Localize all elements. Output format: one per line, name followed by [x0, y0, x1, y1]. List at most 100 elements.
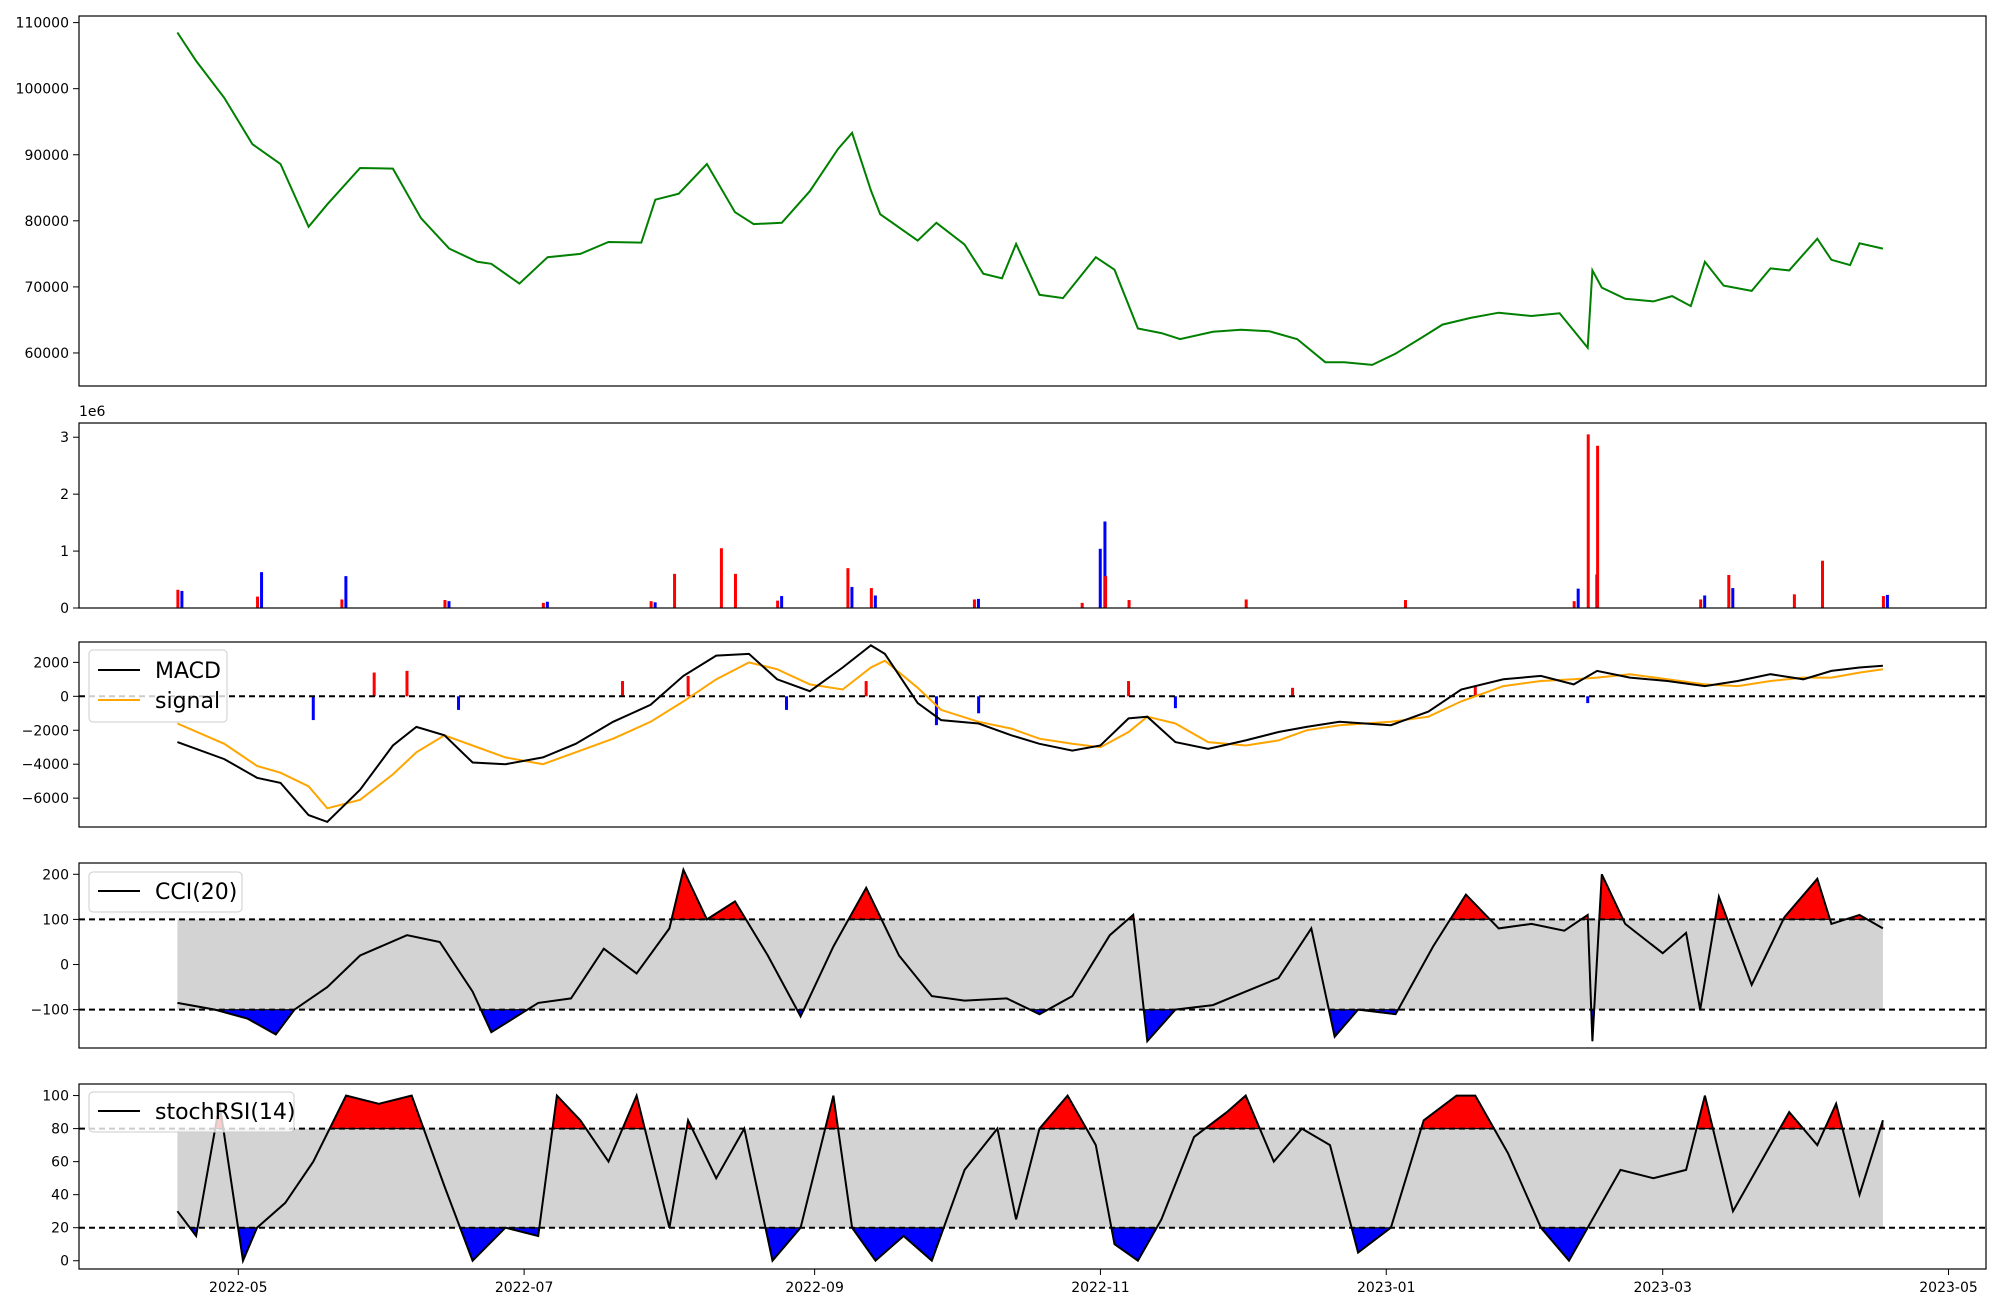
volume-bar-down	[1731, 588, 1735, 608]
macd-histogram-bar	[1173, 696, 1177, 709]
x-tick-label: 2023-01	[1357, 1280, 1416, 1296]
volume-bar-up	[733, 573, 737, 608]
price-y-tick-label: 110000	[16, 16, 69, 32]
stochrsi-y-tick-label: 60	[51, 1155, 69, 1171]
macd-histogram-bar	[1127, 681, 1131, 697]
volume-bar-down	[976, 598, 980, 608]
stochrsi-y-tick-label: 80	[51, 1122, 69, 1138]
macd-panel: −6000 −4000 −2000 0 2000 MACD signal	[22, 641, 1987, 828]
volume-bar-up	[1244, 599, 1248, 608]
volume-y-tick-label: 0	[60, 601, 69, 617]
volume-y-tick-label: 3	[60, 430, 69, 446]
price-line	[176, 31, 1884, 366]
volume-bar-down	[780, 596, 784, 608]
macd-histogram-bar	[311, 696, 315, 721]
stochrsi-panel: 0 20 40 60 80 100 2022-05 2022-07 2022-09 2022-1…	[42, 1083, 1987, 1296]
x-tick-label: 2022-09	[785, 1280, 844, 1296]
cci-legend-label: CCI(20)	[155, 880, 237, 905]
price-y-tick-label: 100000	[16, 82, 69, 98]
volume-offset-text: 1e6	[79, 404, 106, 420]
volume-axes-frame	[78, 422, 1987, 609]
volume-bar-down	[344, 576, 348, 608]
x-tick-label: 2022-07	[495, 1280, 554, 1296]
volume-bar-down	[873, 595, 877, 608]
volume-bar-down	[447, 601, 451, 608]
volume-bar-down	[1703, 595, 1707, 608]
macd-histogram-bar	[1291, 687, 1295, 697]
volume-bar-down	[1098, 548, 1102, 608]
x-tick-label: 2023-03	[1633, 1280, 1692, 1296]
x-tick-label: 2022-05	[209, 1280, 268, 1296]
volume-bar-up	[1104, 576, 1108, 608]
macd-histogram-bar	[686, 675, 690, 697]
cci-line	[177, 866, 1884, 1044]
volume-bar-up	[1792, 594, 1796, 608]
cci-y-tick-label: 200	[42, 867, 69, 883]
volume-bar-up	[1586, 434, 1590, 608]
macd-histogram-bar	[977, 696, 981, 714]
stochrsi-y-tick-label: 40	[51, 1188, 69, 1204]
volume-bar-down	[1885, 594, 1889, 608]
cci-y-tick-label: −100	[31, 1003, 69, 1019]
volume-bar-down	[260, 572, 264, 608]
cci-y-tick-label: 0	[60, 958, 69, 974]
price-y-tick-label: 80000	[24, 214, 69, 230]
volume-bar-up	[1127, 600, 1131, 608]
volume-bar-down	[1576, 588, 1580, 608]
macd-histogram-bar	[934, 696, 938, 726]
price-y-tick-label: 60000	[24, 346, 69, 362]
stochrsi-band-fill	[177, 1128, 1883, 1228]
price-y-tick-label: 70000	[24, 280, 69, 296]
stochrsi-y-tick-label: 100	[42, 1089, 69, 1105]
stochrsi-y-tick-label: 0	[60, 1254, 69, 1270]
macd-legend-label: MACD	[155, 659, 221, 684]
volume-bar-up	[1881, 596, 1885, 608]
volume-bar-down	[850, 586, 854, 608]
macd-histogram-bar	[864, 681, 868, 697]
cci-legend: CCI(20)	[88, 871, 243, 913]
volume-bar-down	[653, 602, 657, 608]
volume-bar-up	[673, 573, 677, 608]
macd-line	[177, 644, 1883, 824]
volume-bar-down	[1103, 521, 1107, 608]
cci-y-tick-label: 100	[42, 912, 69, 928]
volume-bar-up	[541, 602, 545, 608]
cci-axes-frame	[78, 862, 1987, 1049]
stochrsi-legend: stochRSI(14)	[88, 1091, 296, 1133]
volume-bar-up	[1572, 601, 1576, 608]
macd-histogram-bar	[372, 672, 376, 697]
volume-y-tick-label: 1	[60, 544, 69, 560]
macd-y-tick-label: −6000	[22, 791, 69, 807]
x-tick-label: 2022-11	[1071, 1280, 1130, 1296]
x-tick-label: 2023-05	[1919, 1280, 1978, 1296]
macd-legend: MACD signal	[88, 649, 228, 723]
stochrsi-line	[176, 1092, 1884, 1265]
volume-bar-up	[443, 600, 447, 608]
stochrsi-y-tick-label: 20	[51, 1221, 69, 1237]
macd-y-tick-label: 0	[60, 689, 69, 705]
macd-y-tick-label: −4000	[22, 757, 69, 773]
stochrsi-legend-label: stochRSI(14)	[155, 1100, 296, 1125]
volume-panel: 0 1 2 3 1e6	[60, 404, 1987, 617]
macd-y-tick-label: 2000	[33, 655, 69, 671]
volume-bar-up	[1596, 445, 1600, 608]
volume-bar-up	[1699, 599, 1703, 608]
volume-y-tick-label: 2	[60, 487, 69, 503]
signal-legend-label: signal	[155, 689, 220, 714]
price-y-tick-label: 90000	[24, 148, 69, 164]
macd-histogram-bar	[1586, 696, 1590, 704]
volume-bar-up	[256, 596, 260, 608]
cci-panel: −100 0 100 200 CCI(20)	[31, 862, 1987, 1049]
macd-histogram-bar	[1473, 686, 1477, 697]
macd-y-tick-label: −2000	[22, 723, 69, 739]
volume-bar-up	[340, 599, 344, 608]
volume-bar-up	[869, 588, 873, 608]
macd-histogram-bar	[405, 670, 409, 697]
volume-bar-down	[180, 590, 184, 608]
volume-bar-up	[1080, 602, 1084, 608]
volume-bar-up	[1821, 560, 1825, 608]
volume-bar-up	[176, 589, 180, 608]
volume-bar-up	[776, 600, 780, 608]
volume-bar-down	[545, 601, 549, 608]
